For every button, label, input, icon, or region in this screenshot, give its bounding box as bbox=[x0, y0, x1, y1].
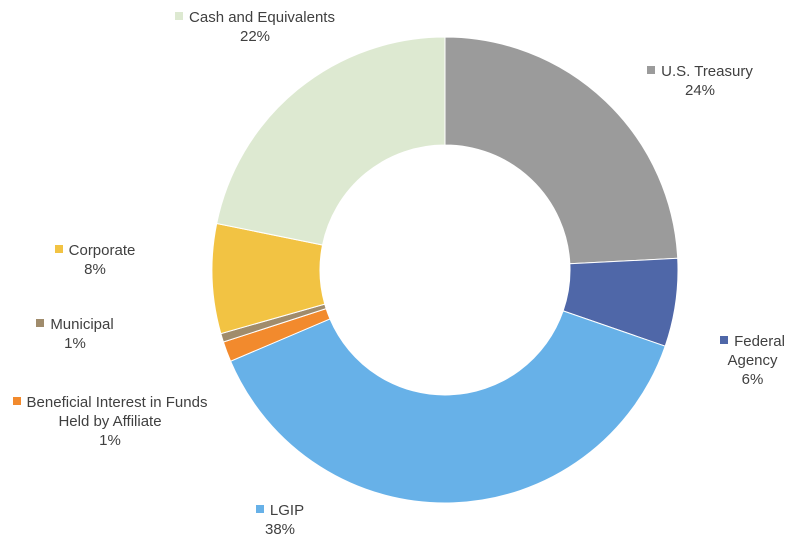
percent-label: 8% bbox=[84, 261, 106, 278]
slice bbox=[216, 36, 446, 246]
category-name: Federal Agency bbox=[727, 333, 785, 369]
percent-label: 24% bbox=[684, 82, 716, 99]
slice bbox=[444, 36, 679, 265]
legend-marker bbox=[175, 12, 184, 20]
data-label: Corporate 8% bbox=[30, 241, 160, 279]
data-label: Beneficial Interest in Funds Held by Aff… bbox=[5, 393, 215, 450]
legend-marker bbox=[36, 319, 45, 327]
percent-label: 6% bbox=[741, 371, 764, 388]
legend-marker bbox=[255, 505, 264, 513]
category-name: Cash and Equivalents bbox=[189, 9, 335, 26]
data-label: Cash and Equivalents 22% bbox=[140, 8, 370, 46]
category-name: U.S. Treasury bbox=[661, 63, 753, 80]
legend-marker bbox=[720, 336, 729, 344]
slice bbox=[229, 310, 666, 504]
category-name: Beneficial Interest in Funds Held by Aff… bbox=[26, 394, 208, 430]
legend-marker bbox=[54, 245, 63, 253]
legend-marker bbox=[647, 66, 656, 74]
category-name: LGIP bbox=[269, 502, 305, 519]
data-label: LGIP 38% bbox=[215, 501, 345, 539]
percent-label: 22% bbox=[239, 28, 271, 45]
category-name: Corporate bbox=[68, 242, 136, 259]
data-label: Federal Agency 6% bbox=[710, 332, 795, 389]
legend-marker bbox=[12, 397, 21, 405]
percent-label: 38% bbox=[264, 521, 296, 538]
data-label: Municipal 1% bbox=[15, 315, 135, 353]
percent-label: 1% bbox=[64, 335, 86, 352]
data-label: U.S. Treasury 24% bbox=[615, 62, 785, 100]
category-name: Municipal bbox=[50, 316, 114, 333]
percent-label: 1% bbox=[99, 432, 121, 449]
